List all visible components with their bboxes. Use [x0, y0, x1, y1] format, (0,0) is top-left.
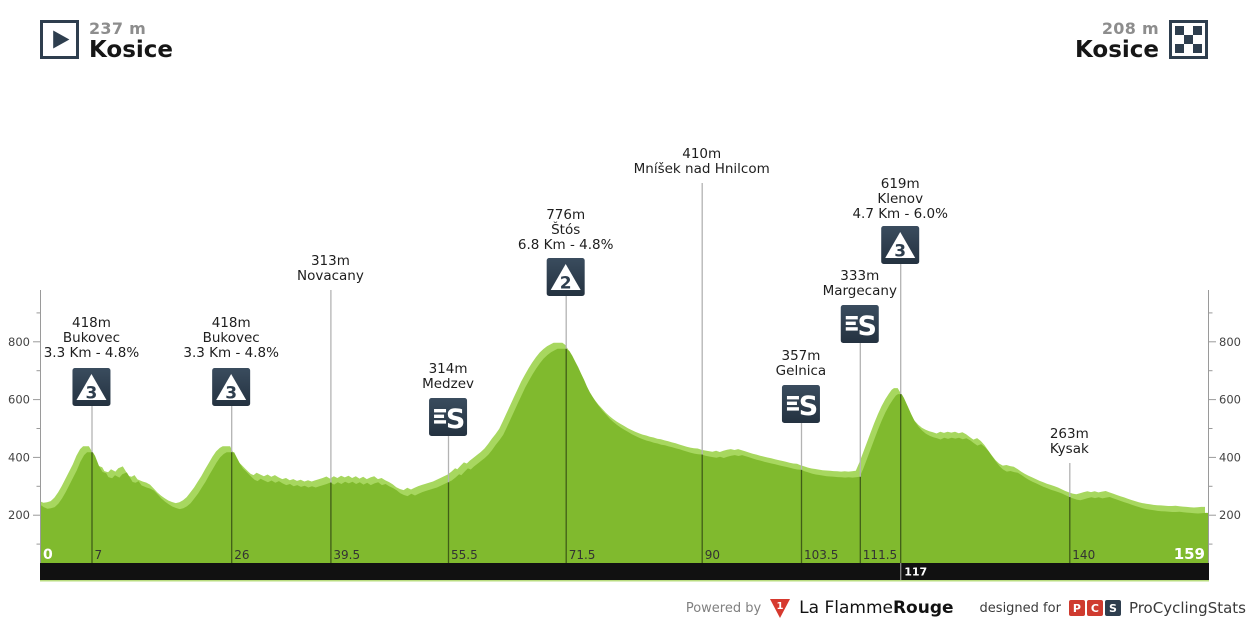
start-header: 237 m Kosice — [40, 20, 173, 63]
svg-text:26: 26 — [234, 548, 249, 562]
svg-text:200: 200 — [1219, 508, 1241, 522]
category-3-climb-icon: 3 — [72, 368, 111, 406]
marker-name: Bukovec — [203, 330, 260, 346]
svg-text:S: S — [446, 404, 465, 435]
svg-text:1: 1 — [777, 601, 784, 612]
sprint-icon: S — [781, 385, 820, 423]
svg-text:55.5: 55.5 — [451, 548, 478, 562]
svg-text:140: 140 — [1072, 548, 1095, 562]
footer-credits: Powered by 1 La Flamme Rouge designed for… — [0, 597, 1246, 619]
marker-name: Gelnica — [776, 363, 827, 379]
marker-name: Medzev — [422, 376, 474, 392]
marker-altitude: 313m — [311, 253, 350, 269]
marker-name: Novacany — [297, 268, 364, 284]
marker-name: Klenov — [877, 191, 923, 207]
svg-text:400: 400 — [1219, 450, 1241, 464]
svg-text:3: 3 — [894, 242, 906, 262]
svg-text:800: 800 — [1219, 335, 1241, 349]
finish-checkered-flag-icon — [1169, 20, 1208, 59]
start-altitude: 237 m — [89, 19, 147, 38]
elevation-profile-area — [40, 342, 1209, 563]
stage-profile-chart: 200 200 400 400 600 600 800 800 117 0 7 26 39.5 55.5 7… — [8, 146, 1241, 582]
marker-altitude: 418m — [72, 315, 111, 331]
svg-text:3: 3 — [225, 384, 237, 404]
start-play-icon — [40, 20, 79, 59]
category-3-climb-icon: 3 — [881, 226, 920, 264]
marker-altitude: 333m — [840, 268, 879, 284]
svg-text:7: 7 — [95, 548, 103, 562]
marker-name: Margecany — [823, 283, 897, 299]
svg-text:71.5: 71.5 — [569, 548, 596, 562]
svg-text:400: 400 — [8, 450, 30, 464]
marker-name: Štós — [551, 220, 580, 238]
sprint-icon: S — [840, 305, 879, 343]
marker-altitude: 619m — [881, 176, 920, 192]
y-axis-labels: 200 200 400 400 600 600 800 800 — [8, 335, 1241, 522]
marker-altitude: 263m — [1050, 426, 1089, 442]
svg-text:3: 3 — [86, 384, 98, 404]
svg-text:600: 600 — [1219, 393, 1241, 407]
y-axis — [33, 290, 1216, 563]
marker-altitude: 410m — [682, 146, 721, 162]
pcs-badge-c: C — [1086, 600, 1103, 616]
sprint-icon: S — [429, 398, 468, 436]
svg-text:S: S — [858, 311, 877, 342]
x-axis-labels: 0 7 26 39.5 55.5 71.5 90 103.5 111.5 140 159 — [43, 545, 1205, 563]
category-3-climb-icon: 3 — [212, 368, 251, 406]
pcs-badge-p: P — [1068, 600, 1085, 616]
svg-text:159: 159 — [1174, 545, 1205, 563]
svg-text:111.5: 111.5 — [863, 548, 897, 562]
finish-city-name: Kosice — [1074, 37, 1159, 64]
svg-text:600: 600 — [8, 393, 30, 407]
svg-text:0: 0 — [43, 547, 53, 563]
procyclingstats-wordmark: ProCyclingStats — [1128, 599, 1246, 617]
pcs-badge-s: S — [1104, 600, 1121, 616]
marker-name: Kysak — [1050, 441, 1089, 457]
marker-detail: 3.3 Km - 4.8% — [183, 345, 279, 361]
svg-text:800: 800 — [8, 335, 30, 349]
svg-text:103.5: 103.5 — [804, 548, 838, 562]
finish-altitude: 208 m — [1101, 19, 1159, 38]
la-flamme-rouge-logo-icon: 1 — [769, 597, 791, 619]
marker-name: Mníšek nad Hnilcom — [634, 161, 770, 177]
svg-text:2: 2 — [560, 274, 572, 294]
category-2-climb-icon: 2 — [546, 258, 585, 296]
marker-detail: 3.3 Km - 4.8% — [44, 345, 140, 361]
route-distance-bar — [40, 563, 1209, 580]
svg-text:39.5: 39.5 — [333, 548, 360, 562]
finish-header: 208 m Kosice — [1075, 20, 1208, 63]
marker-name: Bukovec — [63, 330, 120, 346]
svg-text:90: 90 — [705, 548, 720, 562]
lfr-name-regular: La Flamme — [799, 598, 893, 618]
lfr-name-bold: Rouge — [892, 598, 954, 618]
marker-altitude: 357m — [781, 348, 820, 364]
marker-detail: 6.8 Km - 4.8% — [518, 237, 614, 253]
pcs-logo-icon: P C S — [1068, 600, 1121, 616]
marker-detail: 4.7 Km - 6.0% — [852, 206, 948, 222]
marker-altitude: 314m — [429, 361, 468, 377]
svg-text:S: S — [799, 391, 818, 422]
powered-by-label: Powered by — [685, 600, 762, 616]
summit-bar-label: 117 — [904, 566, 927, 579]
marker-altitude: 418m — [212, 315, 251, 331]
svg-text:200: 200 — [8, 508, 30, 522]
designed-for-label: designed for — [979, 600, 1061, 616]
start-city-name: Kosice — [89, 37, 174, 64]
la-flamme-rouge-wordmark: La Flamme Rouge — [799, 598, 953, 618]
marker-altitude: 776m — [546, 207, 585, 223]
